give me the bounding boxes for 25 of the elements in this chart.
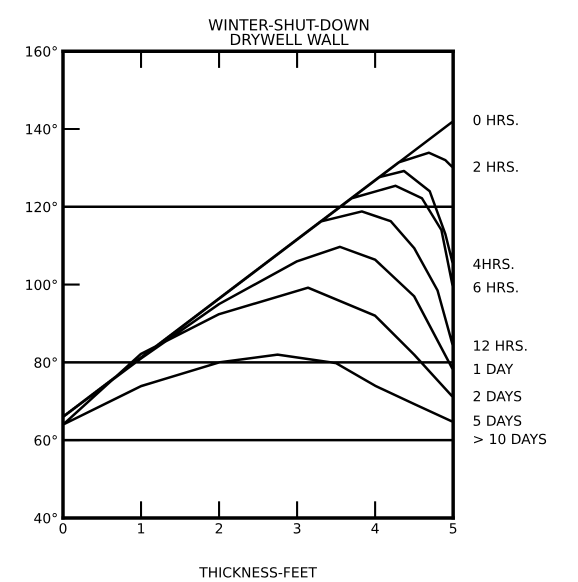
x-tick-label: 0 xyxy=(60,523,66,534)
series-label: 6 HRS. xyxy=(474,282,518,293)
series-label: 2 HRS. xyxy=(474,161,518,172)
chart-subtitle: DRYWELL WALL xyxy=(230,34,348,45)
y-tick-label: 140° xyxy=(26,124,57,134)
x-tick-label: 1 xyxy=(138,523,144,534)
series-label: 5 DAYS xyxy=(474,415,522,426)
chart-title: WINTER-SHUT-DOWN xyxy=(208,19,368,31)
x-tick-label: 3 xyxy=(294,523,300,534)
x-tick-label: 5 xyxy=(450,523,456,534)
y-tick-label: 40° xyxy=(34,512,57,524)
x-axis-title: THICKNESS-FEET xyxy=(199,567,317,578)
y-tick-label: 120° xyxy=(26,202,57,212)
y-tick-label: 160° xyxy=(26,46,57,57)
y-tick-label: 100° xyxy=(26,280,57,290)
series-label: 0 HRS. xyxy=(474,114,518,126)
series-label: > 10 DAYS xyxy=(474,434,546,444)
x-tick-label: 4 xyxy=(371,523,379,534)
series-label: 2 DAYS xyxy=(474,390,522,402)
y-tick-label: 80° xyxy=(34,357,57,368)
x-tick-label: 2 xyxy=(216,523,222,534)
y-tick-label: 60° xyxy=(34,435,57,446)
series-label: 12 HRS. xyxy=(474,340,527,351)
series-label: 1 DAY xyxy=(474,364,514,374)
series-label: 4HRS. xyxy=(473,258,514,270)
